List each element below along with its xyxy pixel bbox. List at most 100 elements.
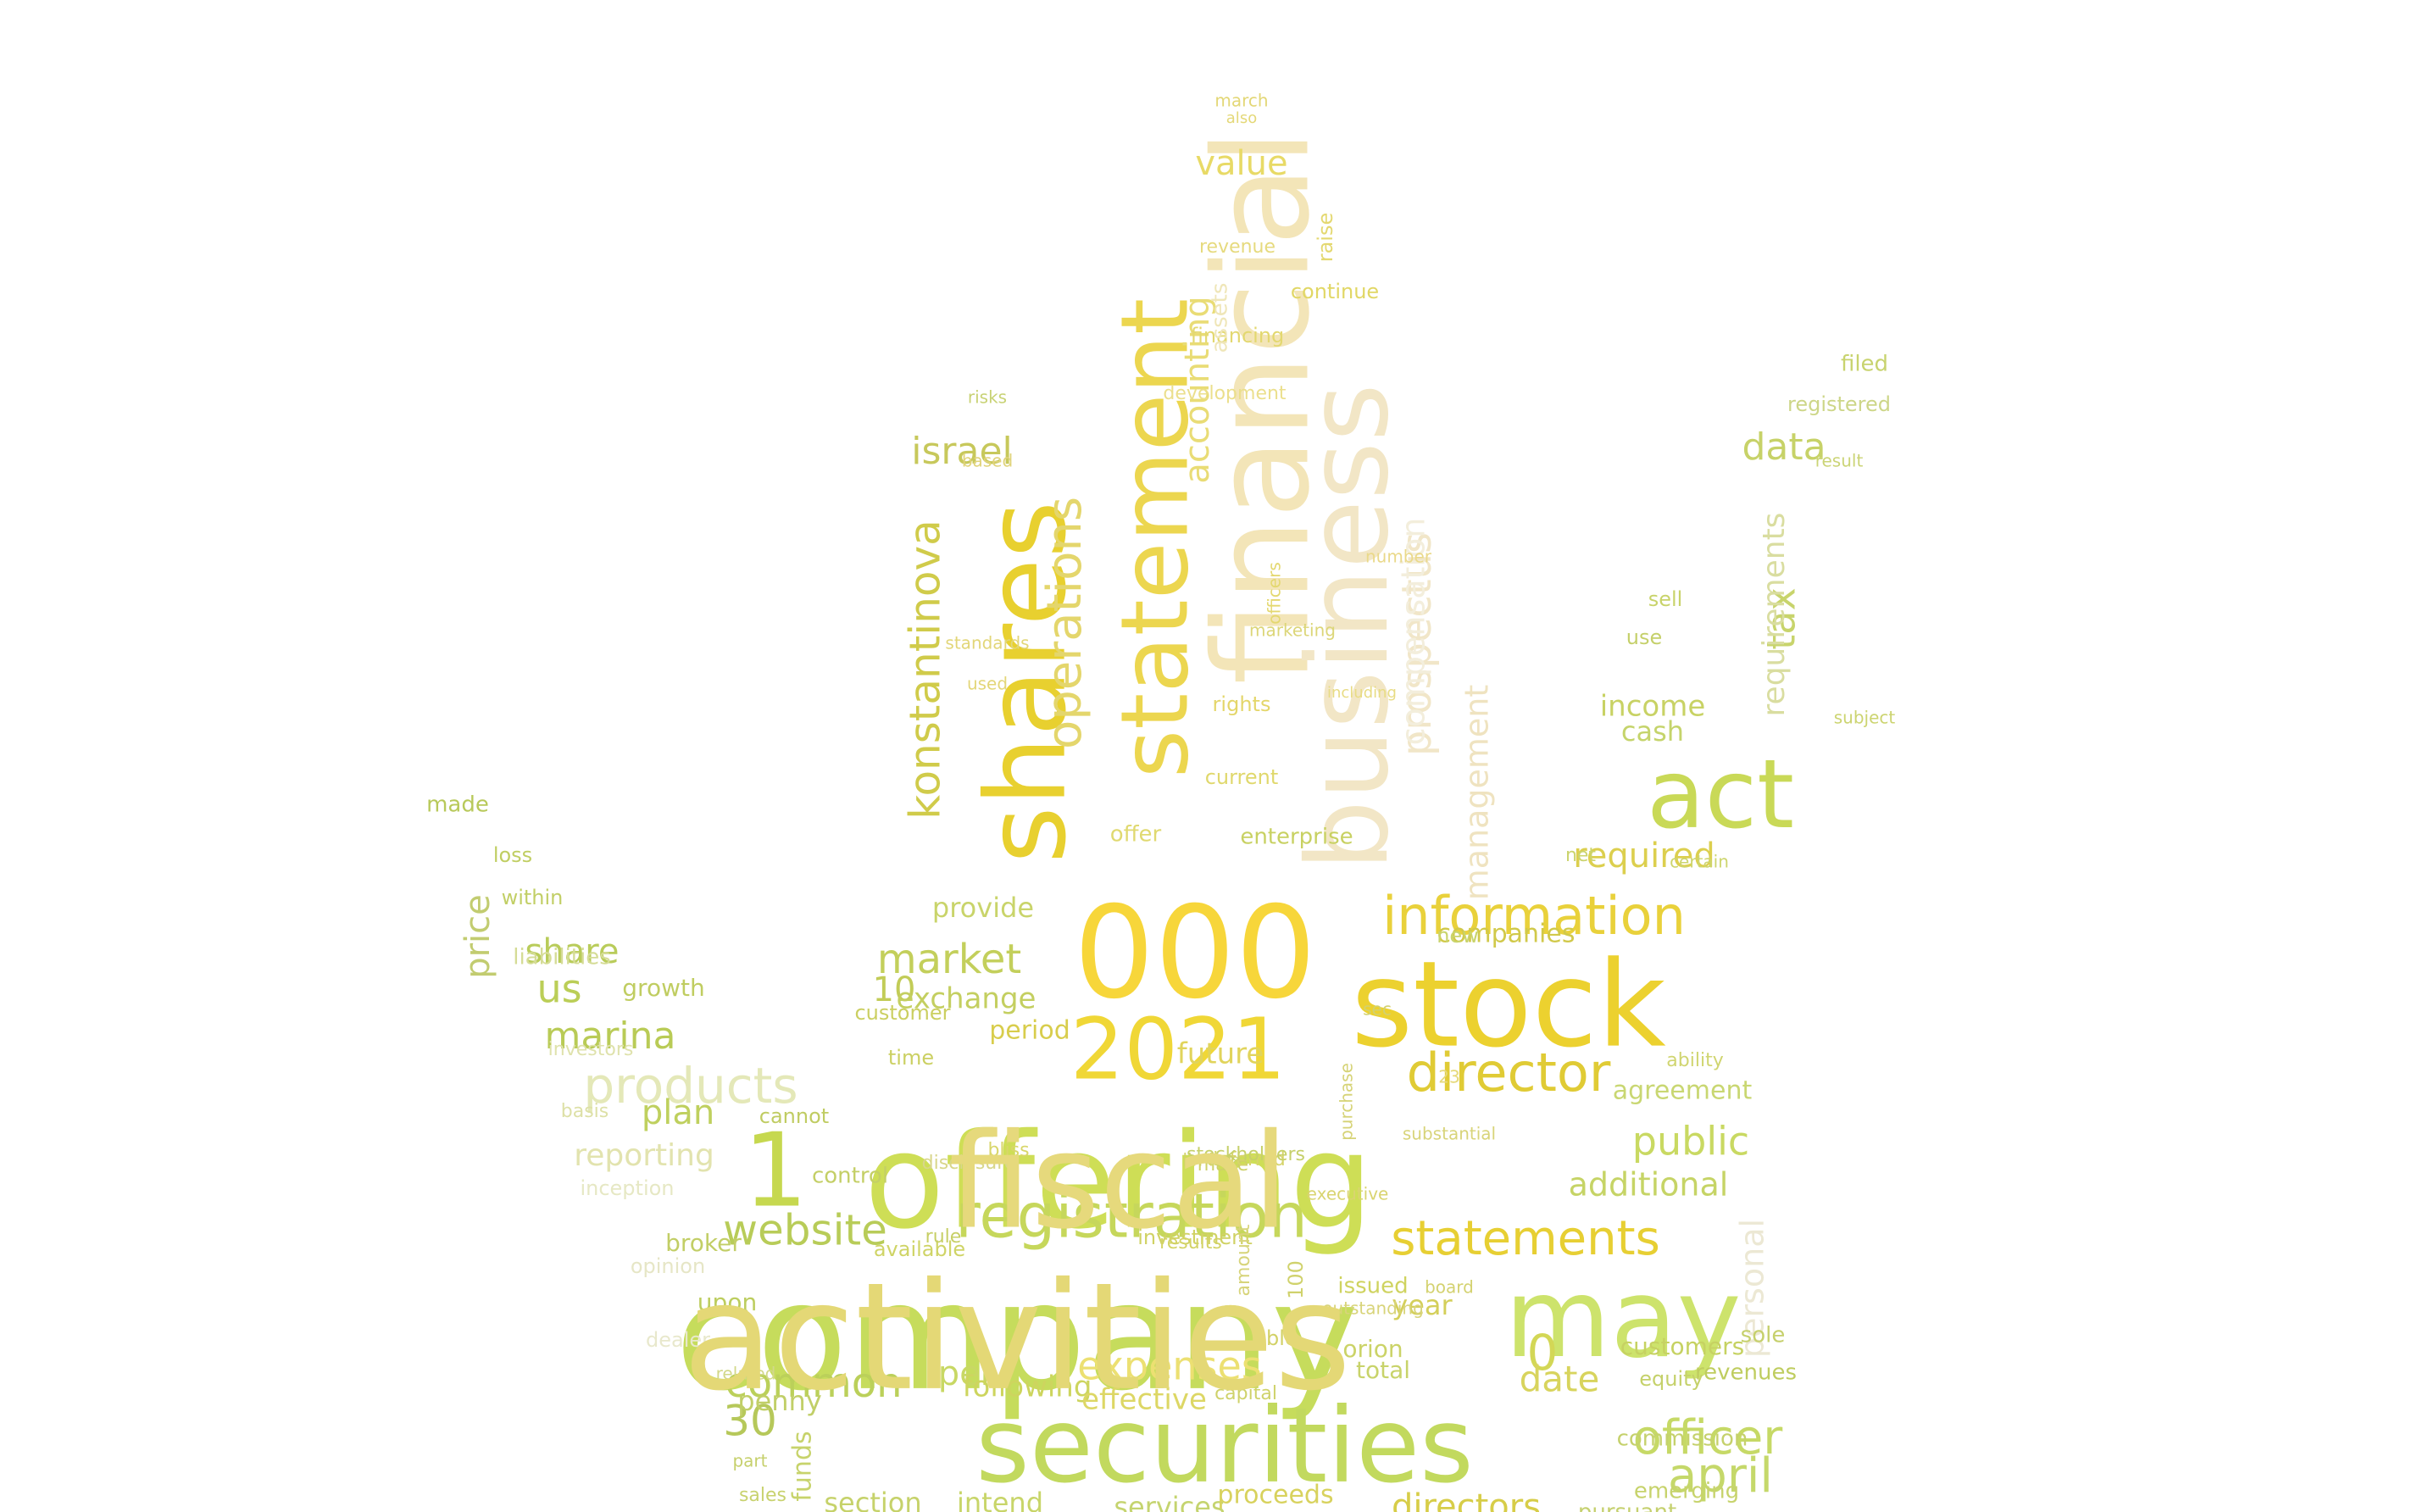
cloud-word: stock: [1351, 937, 1666, 1075]
cloud-word: offering: [864, 1104, 1373, 1258]
cloud-word: following: [963, 1370, 1092, 1404]
cloud-word: customer: [854, 1001, 950, 1025]
cloud-word: enterprise: [1240, 825, 1353, 850]
cloud-word: standards: [945, 633, 1029, 653]
cloud-word: part: [732, 1451, 767, 1471]
cloud-word: used: [967, 674, 1008, 694]
cloud-word: loss: [493, 843, 532, 867]
cloud-word: ability: [1666, 1050, 1723, 1071]
cloud-word: customers: [1620, 1332, 1744, 1360]
cloud-word: effective: [1081, 1383, 1207, 1417]
cloud-word: board: [1425, 1277, 1474, 1298]
cloud-word: related: [716, 1364, 776, 1384]
cloud-word: financial: [1185, 129, 1338, 684]
cloud-word: equity: [1639, 1367, 1703, 1391]
cloud-word: revenues: [1695, 1360, 1797, 1386]
cloud-word: based: [962, 451, 1013, 471]
cloud-word: amount: [1233, 1224, 1254, 1296]
cloud-word: sole: [1741, 1323, 1786, 1348]
cloud-word: additional: [1569, 1166, 1729, 1203]
cloud-word: april: [1668, 1448, 1773, 1504]
cloud-word: opinion: [631, 1254, 705, 1278]
cloud-word: executive: [1307, 1184, 1389, 1204]
cloud-word: deferred: [1206, 1149, 1286, 1170]
cloud-word: prospectus: [1393, 532, 1441, 756]
cloud-word: penny: [737, 1385, 822, 1417]
cloud-word: cash: [1621, 715, 1684, 748]
cloud-word: 000: [1074, 880, 1316, 1027]
cloud-word: director: [1407, 1042, 1611, 1103]
cloud-word: inception: [580, 1176, 674, 1200]
cloud-word: required: [1573, 837, 1715, 876]
cloud-word: rule: [925, 1226, 962, 1248]
cloud-word: services: [1114, 1491, 1225, 1512]
cloud-word: results: [1159, 1232, 1222, 1254]
cloud-word: made: [426, 792, 489, 818]
cloud-word: website: [723, 1206, 887, 1255]
cloud-word: common: [725, 1359, 902, 1407]
cloud-word: current: [1205, 765, 1279, 789]
cloud-word: including: [1327, 684, 1397, 702]
cloud-word: israel: [911, 430, 1013, 473]
cloud-word: provide: [932, 892, 1034, 924]
cloud-word: 100: [1284, 1260, 1308, 1299]
cloud-word: purchase: [1337, 1063, 1357, 1141]
cloud-word: proceeds: [1217, 1481, 1333, 1510]
cloud-word: revenue: [1199, 236, 1275, 258]
cloud-word: tax: [1759, 587, 1804, 649]
cloud-word: year: [1392, 1289, 1453, 1321]
cloud-word: offer: [1110, 822, 1162, 848]
cloud-word: raise: [1314, 213, 1337, 263]
cloud-word: officer: [1633, 1410, 1784, 1465]
cloud-word: us: [536, 966, 581, 1012]
cloud-word: liabilities: [513, 945, 611, 970]
cloud-word: products: [583, 1057, 798, 1115]
cloud-word: exchange: [897, 982, 1036, 1016]
cloud-word: date: [1520, 1359, 1600, 1400]
cloud-word: able: [1253, 1326, 1297, 1350]
cloud-word: business: [1283, 383, 1414, 870]
cloud-word: stockholders: [1187, 1144, 1305, 1165]
cloud-word: substantial: [1403, 1124, 1496, 1144]
cloud-word: shares: [962, 501, 1091, 864]
cloud-word: public: [1632, 1119, 1749, 1165]
cloud-word: total: [1356, 1356, 1410, 1384]
cloud-word: financing: [1191, 324, 1285, 347]
cloud-word: growth: [622, 974, 704, 1002]
cloud-word: emerging: [1634, 1479, 1739, 1504]
cloud-word: rights: [1213, 692, 1271, 716]
cloud-word: agreement: [1613, 1076, 1753, 1106]
cloud-word: accounting: [1178, 296, 1217, 483]
cloud-word: investment: [1137, 1226, 1253, 1249]
cloud-word: funds: [788, 1431, 818, 1501]
cloud-word: filed: [1841, 352, 1888, 377]
cloud-word: registered: [1787, 392, 1891, 416]
cloud-word: capital: [1214, 1383, 1277, 1404]
cloud-word: management: [1459, 685, 1496, 901]
cloud-word: development: [1163, 383, 1287, 404]
cloud-word: market: [877, 936, 1021, 983]
cloud-word: certain: [1670, 852, 1729, 872]
cloud-word: broker: [665, 1229, 742, 1257]
cloud-word: 0: [1527, 1324, 1559, 1381]
cloud-word: basis: [561, 1101, 609, 1122]
cloud-word: marina: [545, 1014, 676, 1058]
cloud-word: compensation: [1395, 518, 1432, 746]
cloud-word: expenses: [1077, 1343, 1262, 1389]
cloud-word: sales: [739, 1485, 786, 1506]
cloud-word: continue: [1291, 280, 1379, 303]
cloud-word: time: [888, 1046, 934, 1070]
cloud-word: result: [1815, 451, 1864, 471]
cloud-word: pursuant: [1578, 1500, 1676, 1512]
cloud-word: fiscal: [948, 1104, 1289, 1258]
cloud-word: information: [1382, 885, 1686, 947]
cloud-word: sell: [1648, 587, 1683, 611]
cloud-word: reporting: [574, 1138, 714, 1173]
cloud-word: upon: [697, 1288, 757, 1316]
cloud-word: disclosure: [922, 1153, 1016, 1174]
cloud-word: within: [502, 886, 564, 909]
cloud-word: konstantinova: [901, 520, 950, 819]
cloud-word: company: [675, 1252, 1359, 1424]
cloud-word: registration: [955, 1181, 1307, 1252]
